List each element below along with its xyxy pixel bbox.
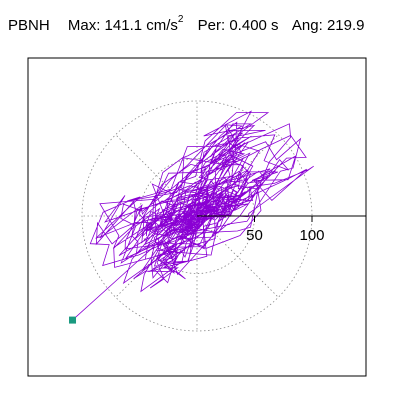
end-marker [69,316,77,324]
orbit-path [72,110,314,321]
plot-frame [27,57,367,377]
chart-header: PBNH Max: 141.1 cm/s2 Per: 0.400 s Ang: … [8,14,365,34]
period-label: Per: [197,17,226,34]
tick-label-100: 100 [299,227,324,244]
angle-label: Ang: [291,17,323,34]
period-value: 0.400 s [229,17,279,34]
max-unit-exponent: 2 [177,14,184,25]
max-label: Max: [67,17,101,34]
acceleration-trace [72,110,314,321]
max-value: 141.1 cm/s [104,17,178,34]
radial-tick-labels: 50 100 [246,216,325,244]
angle-value: 219.9 [326,17,365,34]
tick-label-50: 50 [246,227,263,244]
station-code: PBNH [8,17,50,34]
